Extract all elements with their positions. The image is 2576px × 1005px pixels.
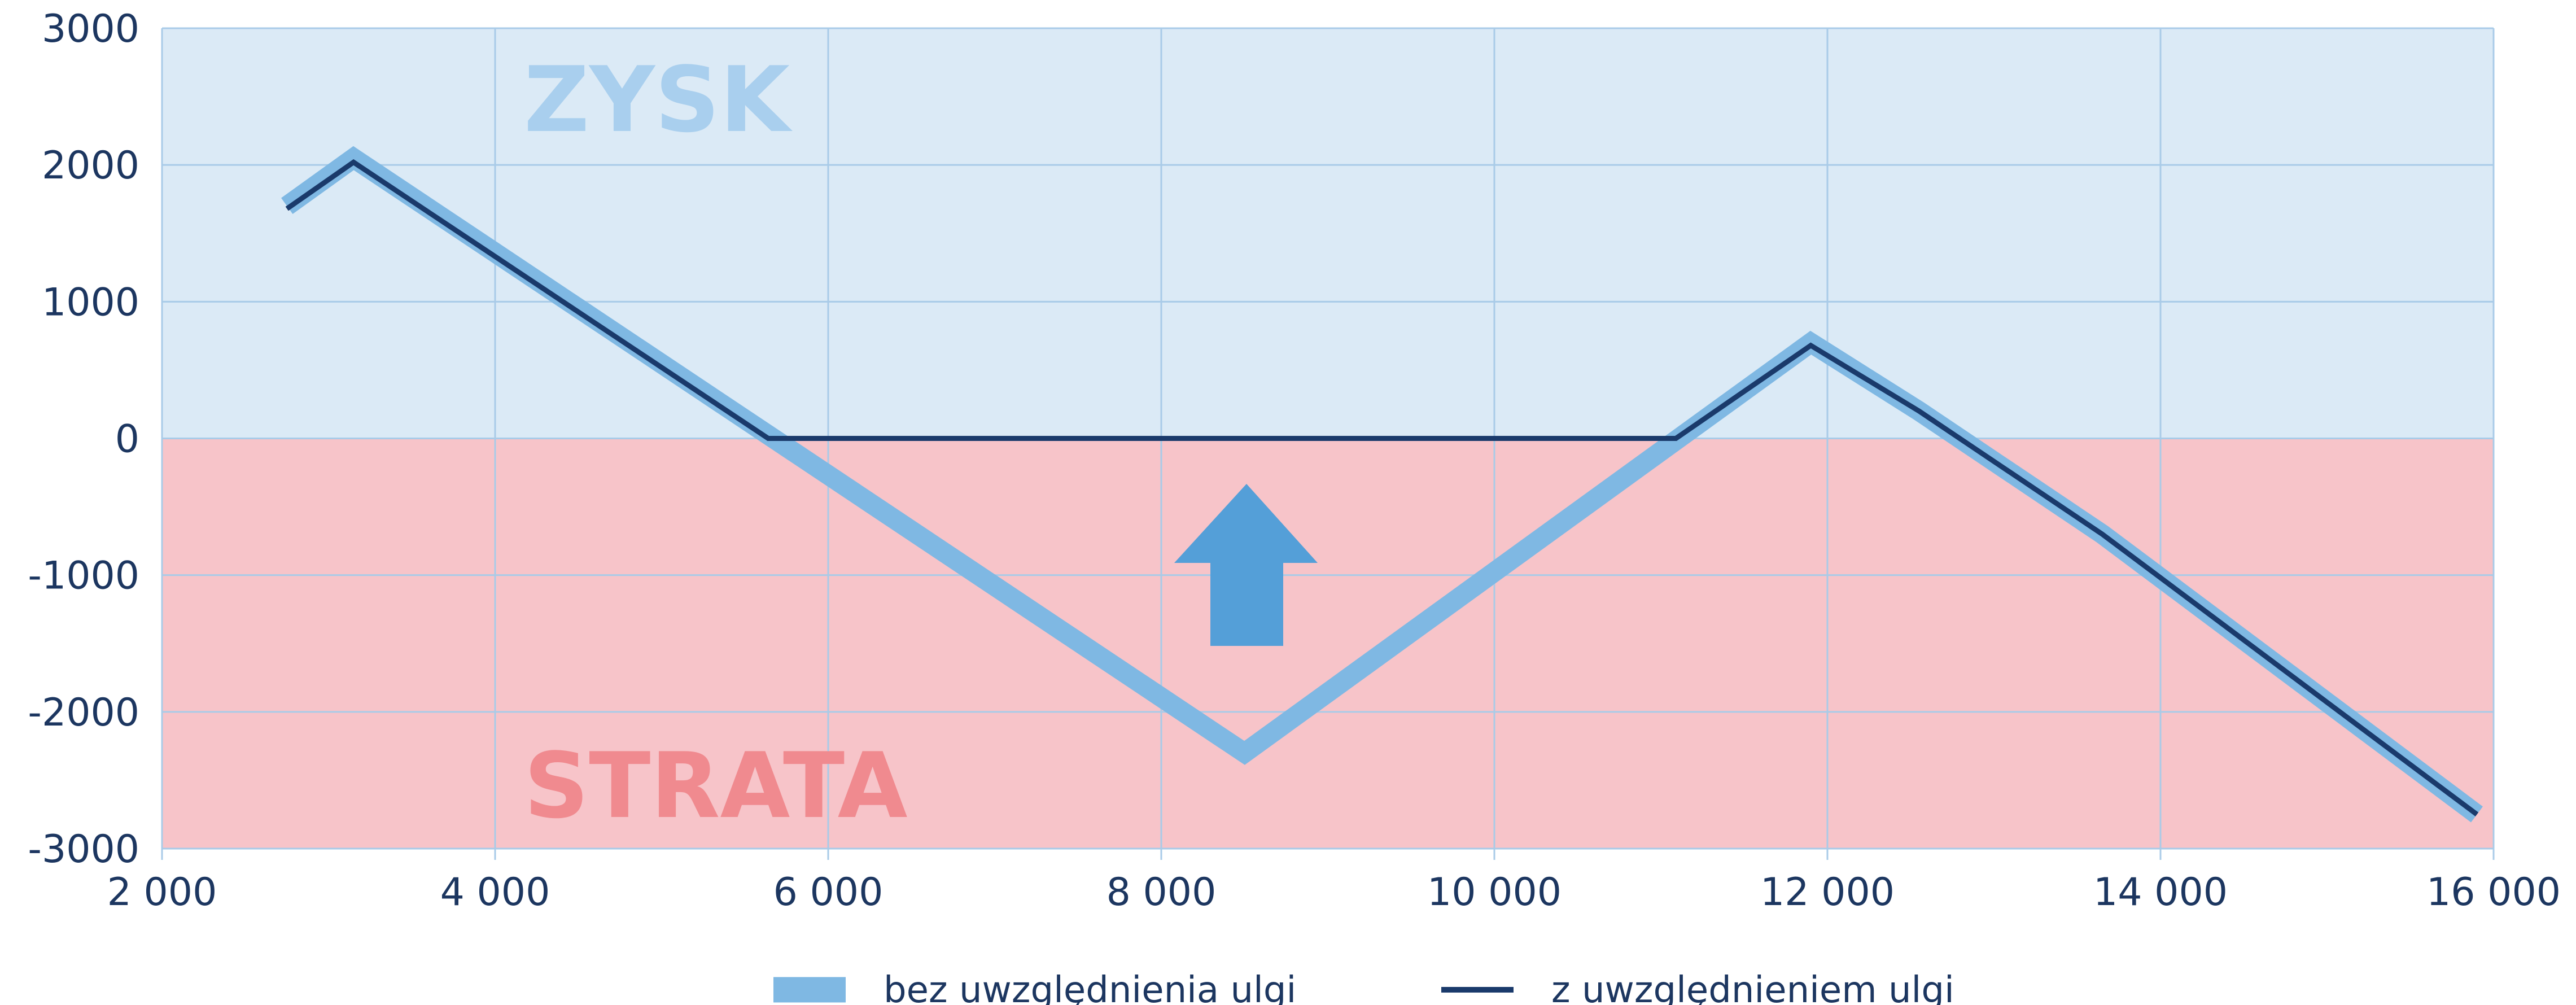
series-line <box>285 159 2479 817</box>
legend-label: bez uwzględnienia ulgi <box>884 969 1296 1005</box>
x-tick-label: 4 000 <box>440 870 550 915</box>
x-tick-label: 14 000 <box>2093 870 2228 915</box>
profit-band <box>162 28 2494 439</box>
x-tick-label: 12 000 <box>1760 870 1895 915</box>
loss-label: STRATA <box>524 733 908 838</box>
loss-band <box>162 438 2494 849</box>
legend-label: z uwzględnieniem ulgi <box>1551 969 1954 1005</box>
y-tick-label: 2000 <box>42 143 139 188</box>
y-tick-label: 1000 <box>42 280 139 325</box>
y-tick-label: -1000 <box>28 554 139 598</box>
y-tick-label: -3000 <box>28 827 139 872</box>
y-tick-label: -2000 <box>28 691 139 735</box>
arrow <box>1174 484 1318 646</box>
profit-label: ZYSK <box>524 47 793 152</box>
x-tick-label: 8 000 <box>1107 870 1217 915</box>
x-tick-label: 10 000 <box>1427 870 1562 915</box>
y-tick-label: 0 <box>115 417 139 462</box>
x-tick-label: 2 000 <box>107 870 217 915</box>
x-tick-label: 16 000 <box>2426 870 2561 915</box>
x-tick-label: 6 000 <box>773 870 884 915</box>
y-tick-label: 3000 <box>42 7 139 51</box>
